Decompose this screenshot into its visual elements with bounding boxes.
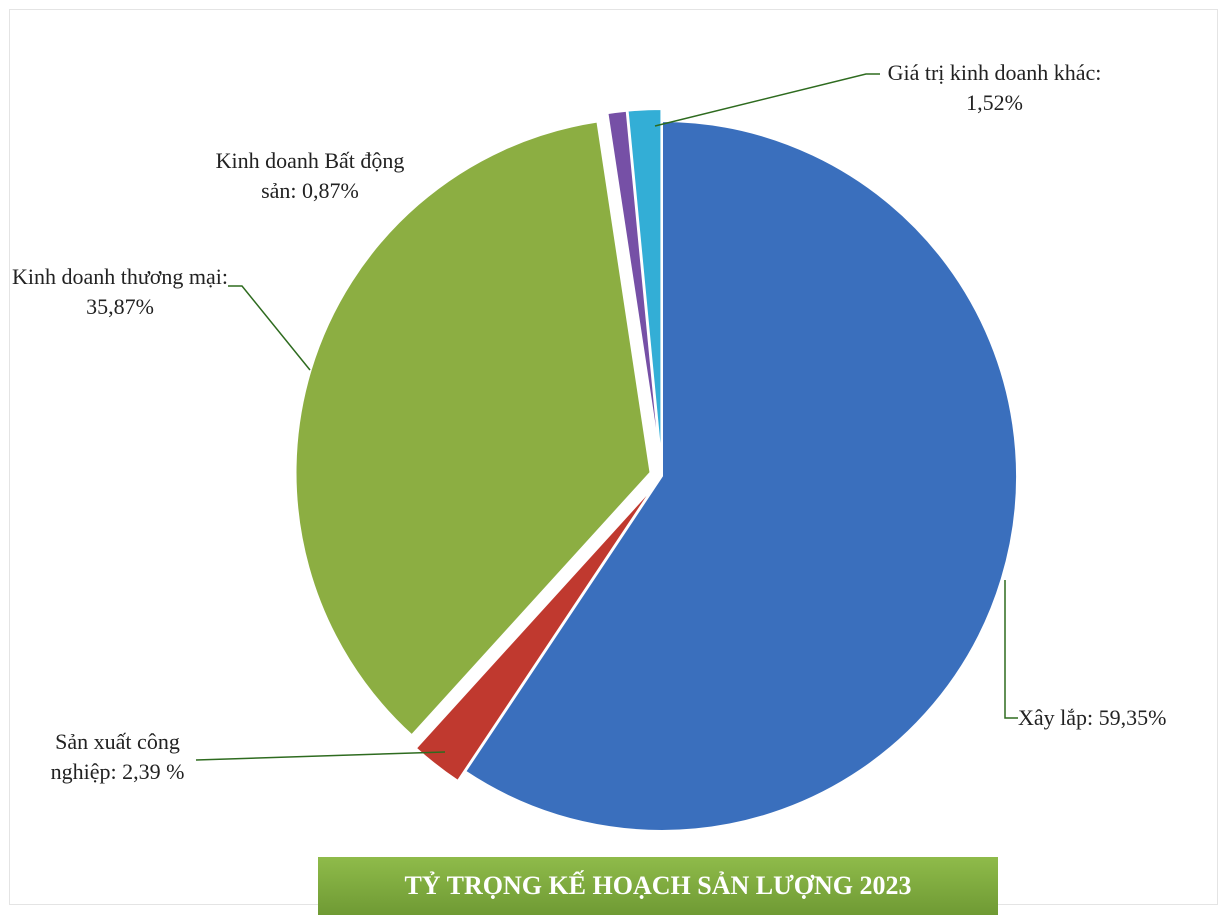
pie-slice [606, 109, 662, 465]
chart-title: TỶ TRỌNG KẾ HOẠCH SẢN LƯỢNG 2023 [318, 857, 998, 915]
pie-slice [463, 119, 1018, 832]
data-label: Kinh doanh thương mại: 35,87% [11, 264, 229, 319]
leader-line [1004, 580, 1018, 719]
pie-slice [294, 120, 652, 737]
data-label: Kinh doanh Bất động sản: 0,87% [215, 148, 405, 203]
leader-line [195, 751, 446, 761]
pie-slice [414, 484, 656, 783]
data-label: Sản xuất công nghiệp: 2,39 % [50, 729, 185, 784]
data-label: Giá trị kinh doanh khác: 1,52% [887, 60, 1102, 115]
leader-line [228, 285, 311, 371]
data-label: Xây lắp: 59,35% [1018, 705, 1167, 730]
leader-line [654, 73, 880, 127]
